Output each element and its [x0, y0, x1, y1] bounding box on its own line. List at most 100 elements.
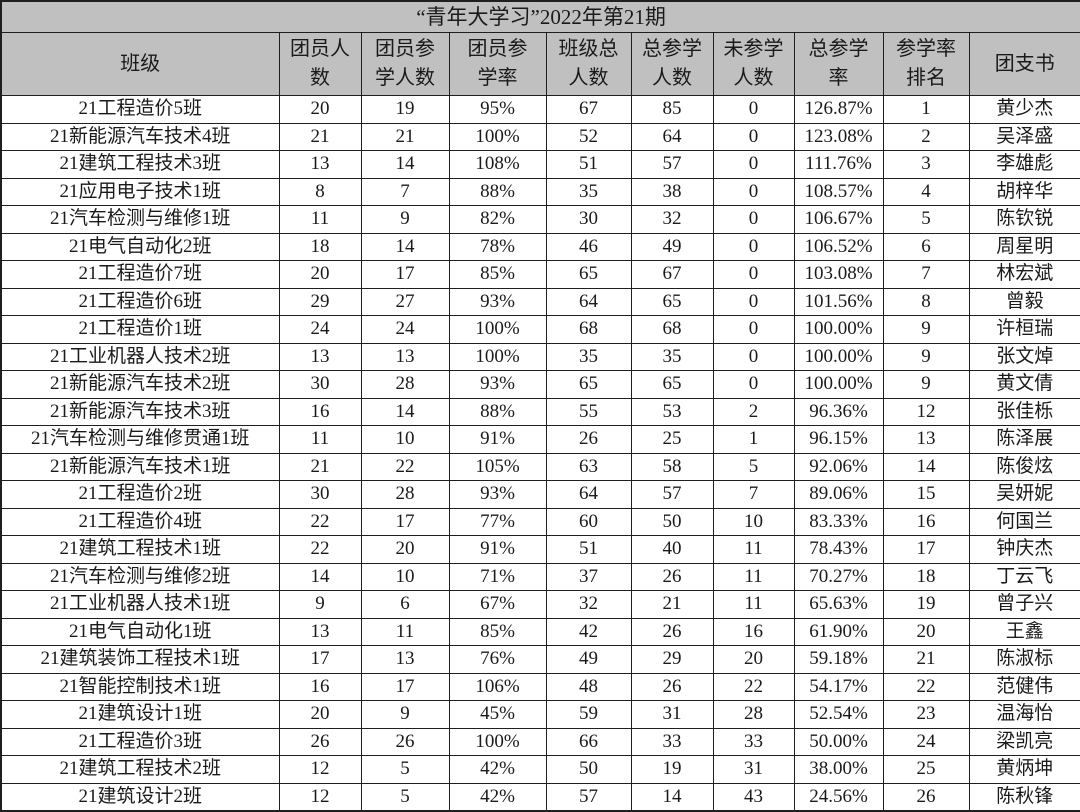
- data-cell: 35: [545, 177, 632, 206]
- data-cell: 20: [882, 617, 970, 646]
- data-cell: 13: [278, 150, 362, 179]
- data-cell: 101.56%: [793, 287, 884, 316]
- data-cell: 32: [630, 205, 714, 234]
- data-cell: 30: [278, 370, 362, 399]
- data-cell: 43: [712, 782, 795, 812]
- data-cell: 0: [712, 232, 795, 261]
- class-name-cell: 21建筑设计1班: [0, 700, 280, 729]
- data-cell: 42%: [448, 782, 547, 812]
- data-cell: 10: [360, 562, 450, 591]
- column-header-0: 班级: [0, 32, 280, 96]
- data-cell: 11: [278, 205, 362, 234]
- data-cell: 13: [882, 425, 970, 454]
- data-cell: 96.15%: [793, 425, 884, 454]
- table-row: 21工程造价1班 24 24 100% 68 68 0 100.00% 9 许桓瑞: [0, 315, 1080, 344]
- data-cell: 38.00%: [793, 755, 884, 784]
- data-cell: 林宏斌: [968, 260, 1080, 289]
- class-name-cell: 21工程造价4班: [0, 507, 280, 536]
- data-cell: 23: [882, 700, 970, 729]
- data-cell: 103.08%: [793, 260, 884, 289]
- data-cell: 13: [278, 617, 362, 646]
- data-cell: 26: [882, 782, 970, 812]
- data-cell: 85%: [448, 260, 547, 289]
- data-cell: 10: [712, 507, 795, 536]
- data-cell: 曾毅: [968, 287, 1080, 316]
- data-cell: 9: [278, 590, 362, 619]
- data-cell: 59: [545, 700, 632, 729]
- data-cell: 50: [630, 507, 714, 536]
- data-cell: 13: [360, 645, 450, 674]
- data-cell: 7: [882, 260, 970, 289]
- data-cell: 0: [712, 177, 795, 206]
- data-cell: 65: [545, 370, 632, 399]
- class-name-cell: 21工业机器人技术2班: [0, 342, 280, 371]
- data-cell: 65: [630, 287, 714, 316]
- data-cell: 24.56%: [793, 782, 884, 812]
- column-header-9: 团支书: [968, 32, 1080, 96]
- table-row: 21工程造价5班 20 19 95% 67 85 0 126.87% 1 黄少杰: [0, 95, 1080, 124]
- data-cell: 95%: [448, 95, 547, 124]
- data-cell: 0: [712, 315, 795, 344]
- data-cell: 5: [882, 205, 970, 234]
- class-name-cell: 21智能控制技术1班: [0, 672, 280, 701]
- data-cell: 78%: [448, 232, 547, 261]
- data-cell: 20: [278, 700, 362, 729]
- data-cell: 31: [630, 700, 714, 729]
- data-cell: 17: [360, 260, 450, 289]
- data-cell: 67: [630, 260, 714, 289]
- class-name-cell: 21工程造价6班: [0, 287, 280, 316]
- data-cell: 42%: [448, 755, 547, 784]
- data-cell: 19: [882, 590, 970, 619]
- data-cell: 18: [278, 232, 362, 261]
- table-body: 21工程造价5班 20 19 95% 67 85 0 126.87% 1 黄少杰 21新能源汽车技术…: [0, 95, 1080, 812]
- data-cell: 111.76%: [793, 150, 884, 179]
- data-cell: 1: [712, 425, 795, 454]
- data-cell: 吴泽盛: [968, 122, 1080, 151]
- data-cell: 59.18%: [793, 645, 884, 674]
- column-header-2: 团员参 学人数: [360, 32, 450, 96]
- data-cell: 25: [882, 755, 970, 784]
- data-cell: 17: [278, 645, 362, 674]
- table-row: 21建筑工程技术1班 22 20 91% 51 40 11 78.43% 17 钟庆杰: [0, 535, 1080, 564]
- column-header-1: 团员人 数: [278, 32, 362, 96]
- data-cell: 陈秋锋: [968, 782, 1080, 812]
- data-cell: 53: [630, 397, 714, 426]
- data-cell: 9: [882, 370, 970, 399]
- class-name-cell: 21新能源汽车技术1班: [0, 452, 280, 481]
- data-cell: 王鑫: [968, 617, 1080, 646]
- data-cell: 126.87%: [793, 95, 884, 124]
- data-cell: 29: [278, 287, 362, 316]
- class-name-cell: 21建筑工程技术3班: [0, 150, 280, 179]
- data-cell: 100%: [448, 727, 547, 756]
- data-cell: 89.06%: [793, 480, 884, 509]
- data-cell: 陈钦锐: [968, 205, 1080, 234]
- data-cell: 曾子兴: [968, 590, 1080, 619]
- data-cell: 14: [278, 562, 362, 591]
- data-cell: 22: [882, 672, 970, 701]
- data-cell: 11: [360, 617, 450, 646]
- data-cell: 21: [360, 122, 450, 151]
- data-cell: 0: [712, 205, 795, 234]
- class-name-cell: 21工程造价7班: [0, 260, 280, 289]
- data-cell: 11: [712, 590, 795, 619]
- data-cell: 100.00%: [793, 315, 884, 344]
- data-cell: 张文焯: [968, 342, 1080, 371]
- data-cell: 105%: [448, 452, 547, 481]
- table-row: 21汽车检测与维修贯通1班 11 10 91% 26 25 1 96.15% 13 陈泽展: [0, 425, 1080, 454]
- data-cell: 26: [545, 425, 632, 454]
- data-cell: 83.33%: [793, 507, 884, 536]
- data-cell: 12: [278, 782, 362, 812]
- data-cell: 67: [545, 95, 632, 124]
- class-name-cell: 21新能源汽车技术3班: [0, 397, 280, 426]
- data-cell: 21: [278, 122, 362, 151]
- data-cell: 胡梓华: [968, 177, 1080, 206]
- data-cell: 77%: [448, 507, 547, 536]
- class-name-cell: 21汽车检测与维修1班: [0, 205, 280, 234]
- data-cell: 许桓瑞: [968, 315, 1080, 344]
- table-row: 21新能源汽车技术3班 16 14 88% 55 53 2 96.36% 12 张佳栎: [0, 397, 1080, 426]
- class-name-cell: 21建筑装饰工程技术1班: [0, 645, 280, 674]
- class-name-cell: 21汽车检测与维修贯通1班: [0, 425, 280, 454]
- column-header-3: 团员参 学率: [448, 32, 547, 96]
- data-cell: 48: [545, 672, 632, 701]
- data-cell: 24: [360, 315, 450, 344]
